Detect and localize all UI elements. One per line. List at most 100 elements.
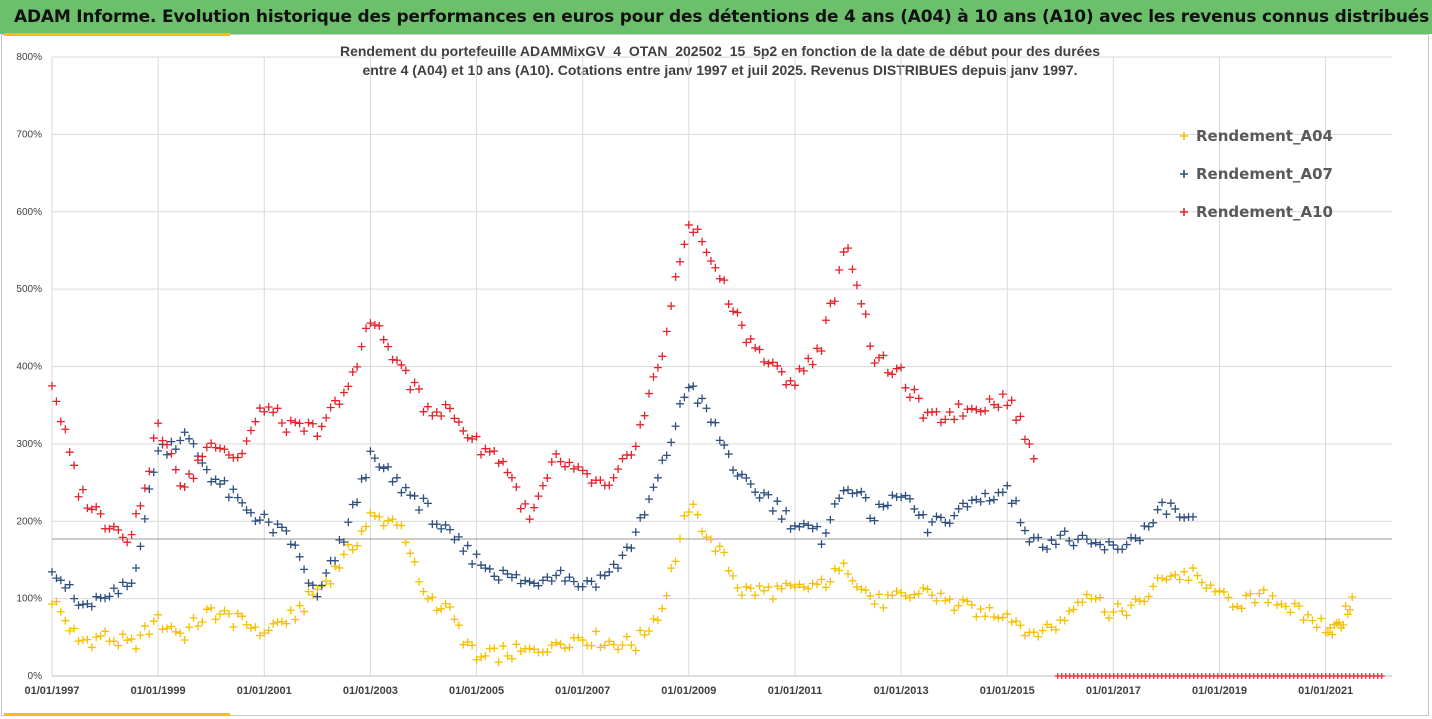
point-Rendement_A07 [835,494,844,503]
point-Rendement_A04 [101,627,110,636]
x-tick-label: 01/01/2019 [1192,685,1247,697]
point-Rendement_A04 [649,614,658,623]
point-Rendement_A04 [1255,589,1264,598]
point-Rendement_A07 [344,518,353,527]
point-Rendement_A04 [220,606,229,615]
point-Rendement_A10 [463,433,472,442]
point-Rendement_A10 [503,468,512,477]
point-Rendement_A10 [441,400,450,409]
point-Rendement_A04 [848,576,857,585]
point-Rendement_A04 [1281,602,1290,611]
point-Rendement_A04 [556,640,565,649]
point-Rendement_A04 [490,644,499,653]
point-Rendement_A10 [118,533,127,542]
point-Rendement_A07 [415,506,424,515]
point-Rendement_A07 [1007,499,1016,508]
point-Rendement_A04 [419,587,428,596]
point-Rendement_A07 [578,582,587,591]
point-Rendement_A07 [530,579,539,588]
point-Rendement_A07 [1135,536,1144,545]
point-Rendement_A10 [777,367,786,376]
point-Rendement_A04 [1246,589,1255,598]
point-Rendement_A04 [1162,575,1171,584]
point-Rendement_A04 [432,606,441,615]
point-Rendement_A10 [185,469,194,478]
point-Rendement_A04 [247,624,256,633]
point-Rendement_A04 [821,583,830,592]
point-Rendement_A10 [897,363,906,372]
point-Rendement_A04 [375,512,384,521]
point-Rendement_A10 [308,419,317,428]
point-Rendement_A04 [1012,617,1021,626]
point-Rendement_A04 [530,645,539,654]
point-Rendement_A04 [1345,605,1354,614]
point-Rendement_A04 [401,538,410,547]
point-Rendement_A04 [1323,628,1332,637]
point-Rendement_A07 [711,418,720,427]
point-Rendement_A04 [857,585,866,594]
point-Rendement_A10 [450,414,459,423]
point-Rendement_A04 [344,540,353,549]
point-Rendement_A07 [1144,522,1153,531]
chart-frame [1,34,1429,716]
point-Rendement_A10 [198,452,207,461]
point-Rendement_A04 [286,606,295,615]
point-Rendement_A04 [1295,602,1304,611]
point-Rendement_A04 [1144,592,1153,601]
point-Rendement_A04 [826,577,835,586]
point-Rendement_A04 [1069,605,1078,614]
point-Rendement_A10 [936,418,945,427]
point-Rendement_A10 [357,342,366,351]
point-Rendement_A07 [481,564,490,573]
point-Rendement_A07 [985,496,994,505]
point-Rendement_A07 [1065,536,1074,545]
point-Rendement_A10 [715,274,724,283]
point-Rendement_A10 [994,403,1003,412]
point-Rendement_A10 [702,248,711,257]
point-Rendement_A07 [392,473,401,482]
point-Rendement_A07 [839,486,848,495]
point-Rendement_A07 [410,491,419,500]
point-Rendement_A04 [698,527,707,536]
point-Rendement_A10 [821,316,830,325]
point-Rendement_A07 [251,517,260,526]
point-Rendement_A04 [1206,581,1215,590]
point-Rendement_A04 [52,597,61,606]
point-Rendement_A04 [742,582,751,591]
point-Rendement_A10 [476,450,485,459]
point-Rendement_A10 [751,343,760,352]
point-Rendement_A10 [317,422,326,431]
point-Rendement_A10 [171,465,180,474]
point-Rendement_A04 [773,582,782,591]
point-Rendement_A10 [972,405,981,414]
point-Rendement_A04 [1259,585,1268,594]
point-Rendement_A07 [370,454,379,463]
point-Rendement_A04 [1051,625,1060,634]
point-Rendement_A07 [105,592,114,601]
point-Rendement_A10 [472,432,481,441]
point-Rendement_A04 [967,600,976,609]
point-Rendement_A07 [675,399,684,408]
point-Rendement_A04 [211,615,220,624]
point-Rendement_A10 [273,404,282,413]
point-Rendement_A10 [817,347,826,356]
point-Rendement_A07 [260,510,269,519]
point-Rendement_A10 [52,397,61,406]
point-Rendement_A10 [499,457,508,466]
point-Rendement_A04 [1118,607,1127,616]
point-Rendement_A04 [605,637,614,646]
point-Rendement_A07 [308,581,317,590]
point-Rendement_A04 [282,619,291,628]
point-Rendement_A07 [423,499,432,508]
point-Rendement_A10 [282,428,291,437]
point-Rendement_A07 [998,488,1007,497]
point-Rendement_A04 [897,588,906,597]
point-Rendement_A07 [61,583,70,592]
point-Rendement_A10 [238,449,247,458]
point-Rendement_A04 [1096,593,1105,602]
point-Rendement_A04 [1158,574,1167,583]
point-Rendement_A04 [653,616,662,625]
point-Rendement_A10 [260,407,269,416]
point-Rendement_A10 [211,443,220,452]
point-Rendement_A04 [224,609,233,618]
